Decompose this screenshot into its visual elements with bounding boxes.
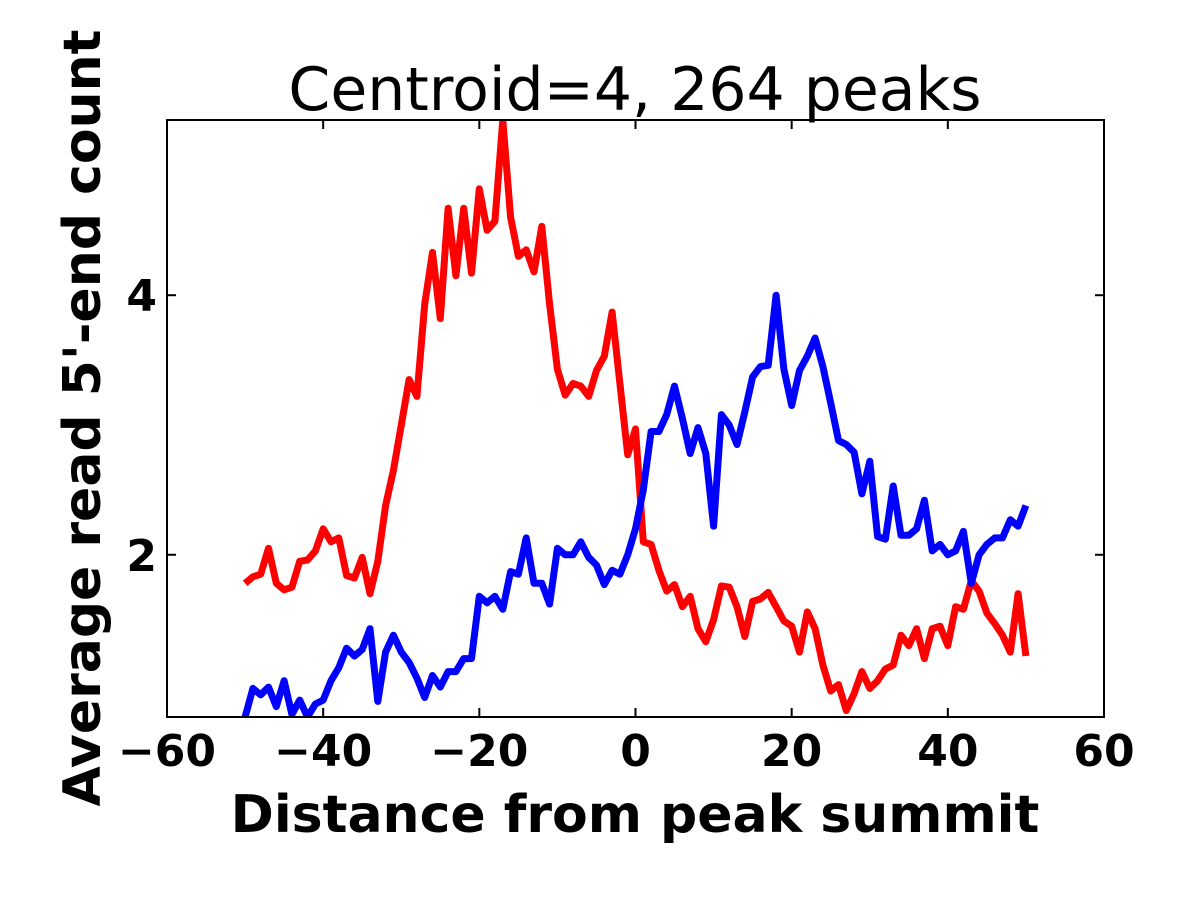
x-tick-label: −60 [118, 726, 216, 777]
x-tick-label: 40 [917, 726, 978, 777]
series-line-1 [242, 120, 1030, 714]
y-tick-label: 2 [126, 531, 157, 582]
ticks-layer: −60 −40 −20 0 20 40 60 2 4 [118, 120, 1135, 777]
y-axis-label: Average read 5'-end count [53, 30, 113, 807]
series-layer [241, 120, 1030, 717]
x-axis-label: Distance from peak summit [231, 785, 1040, 845]
x-tick-label: 0 [620, 726, 651, 777]
y-tick-label: 4 [126, 271, 157, 322]
chart-title: Centroid=4, 264 peaks [288, 55, 981, 125]
x-tick-label: 20 [761, 726, 822, 777]
x-tick-label: −20 [430, 726, 528, 777]
x-tick-label: 60 [1073, 726, 1134, 777]
series-line-2 [241, 291, 1030, 717]
x-tick-label: −40 [274, 726, 372, 777]
